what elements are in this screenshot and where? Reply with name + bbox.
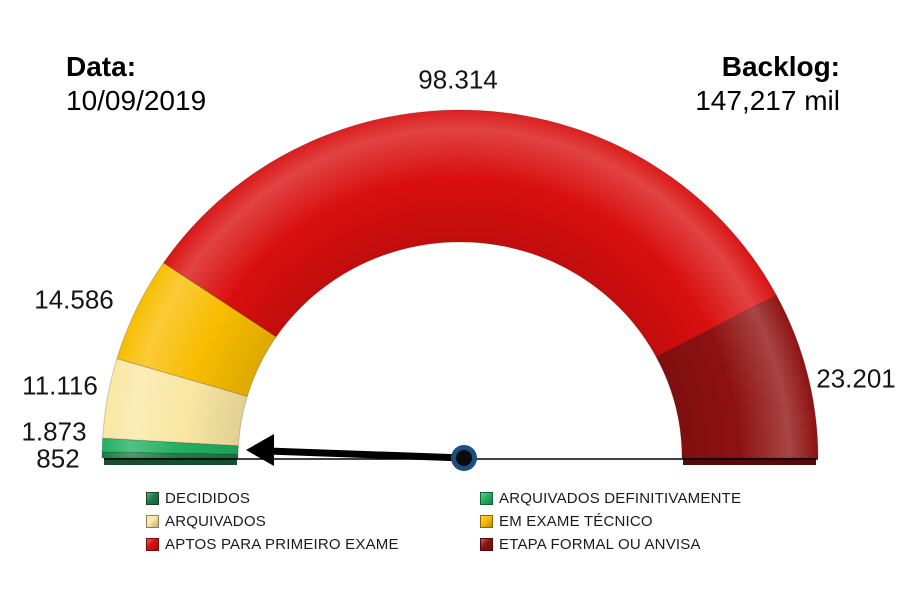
legend-item-em-exame-tecnico: EM EXAME TÉCNICO: [480, 512, 741, 530]
chart-legend: DECIDIDOS ARQUIVADOS DEFINITIVAMENTE ARQUI…: [146, 489, 741, 553]
date-block: Data: 10/09/2019: [66, 50, 206, 118]
needle-shaft: [267, 447, 465, 462]
legend-label-em-exame-tecnico: EM EXAME TÉCNICO: [499, 512, 653, 530]
legend-swatch-arquivados-definitivamente: [480, 491, 493, 505]
date-label: Data:: [66, 51, 137, 82]
legend-item-etapa-formal-ou-anvisa: ETAPA FORMAL OU ANVISA: [480, 535, 741, 553]
legend-label-arquivados: ARQUIVADOS: [165, 512, 266, 530]
backlog-label: Backlog:: [721, 51, 840, 82]
legend-swatch-arquivados: [146, 514, 159, 528]
legend-item-arquivados-definitivamente: ARQUIVADOS DEFINITIVAMENTE: [480, 489, 741, 507]
segment-value-decididos: 852: [36, 443, 80, 474]
segment-value-em-exame-tecnico: 14.586: [34, 284, 114, 315]
legend-swatch-etapa-formal-ou-anvisa: [480, 537, 493, 551]
gauge-depth-right: [683, 458, 816, 465]
backlog-value: 147,217 mil: [695, 85, 840, 116]
gauge-segment-em-exame-tecnico: [116, 262, 277, 397]
legend-item-decididos: DECIDIDOS: [146, 489, 480, 507]
segment-value-etapa-formal-ou-anvisa: 23.201: [816, 363, 896, 394]
gauge-segment-aptos-para-primeiro-exame: [162, 109, 778, 358]
gauge-segment-etapa-formal-ou-anvisa: [655, 294, 819, 459]
legend-swatch-em-exame-tecnico: [480, 514, 493, 528]
legend-item-aptos-para-primeiro-exame: APTOS PARA PRIMEIRO EXAME: [146, 535, 480, 553]
backlog-block: Backlog: 147,217 mil: [640, 50, 840, 118]
legend-item-arquivados: ARQUIVADOS: [146, 512, 480, 530]
segment-value-arquivados-definitivamente: 1.873: [21, 416, 87, 447]
gauge-depth-left: [104, 458, 237, 465]
legend-label-arquivados-definitivamente: ARQUIVADOS DEFINITIVAMENTE: [499, 489, 742, 507]
legend-label-aptos-para-primeiro-exame: APTOS PARA PRIMEIRO EXAME: [165, 535, 399, 553]
segment-value-aptos-para-primeiro-exame: 98.314: [418, 64, 498, 95]
legend-label-etapa-formal-ou-anvisa: ETAPA FORMAL OU ANVISA: [499, 535, 701, 553]
needle-pivot-center: [456, 450, 472, 466]
legend-label-decididos: DECIDIDOS: [165, 489, 251, 507]
legend-swatch-aptos-para-primeiro-exame: [146, 537, 159, 551]
date-value: 10/09/2019: [66, 85, 207, 116]
legend-swatch-decididos: [146, 491, 159, 505]
segment-value-arquivados: 11.116: [22, 370, 98, 401]
needle-arrowhead: [246, 434, 274, 466]
